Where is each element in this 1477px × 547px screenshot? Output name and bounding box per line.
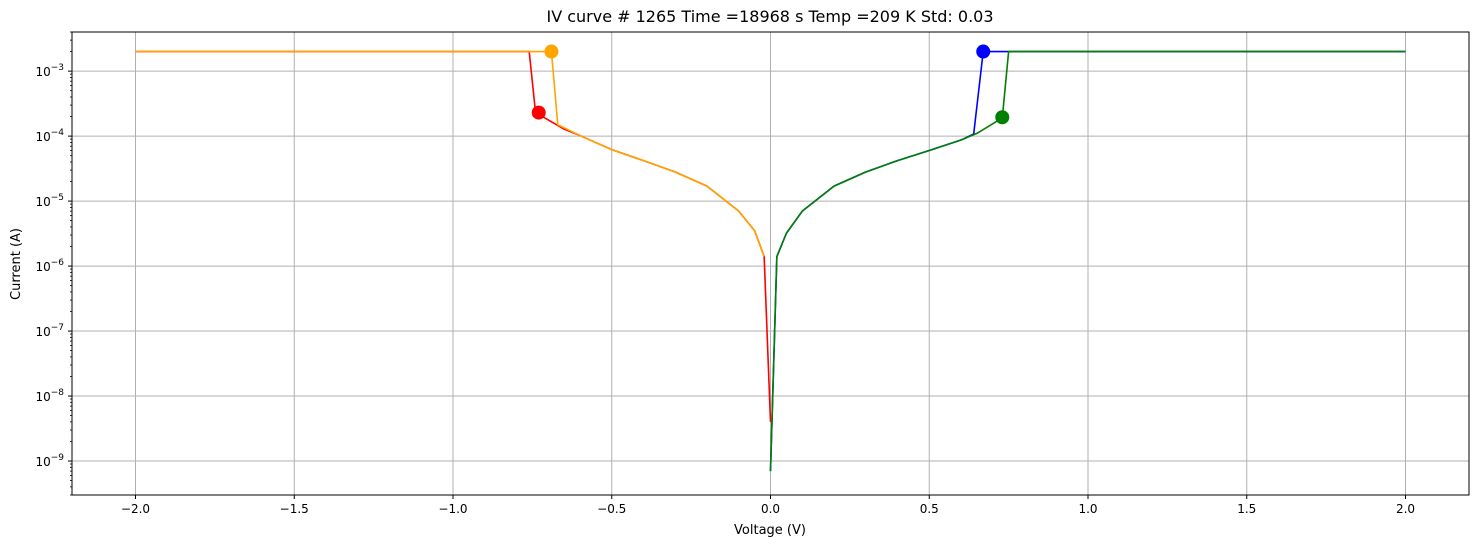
y-tick-label-base: 10 xyxy=(35,325,50,339)
x-tick-label: −1.5 xyxy=(280,502,309,516)
y-tick-label-exponent: −5 xyxy=(51,193,64,203)
y-tick-label: 10−3 xyxy=(35,63,64,79)
y-tick-label: 10−8 xyxy=(35,388,64,404)
y-tick-label-exponent: −3 xyxy=(51,63,64,73)
data-series xyxy=(135,50,1406,472)
grid-lines xyxy=(72,32,1469,495)
switching-point-marker xyxy=(544,44,559,59)
chart-title: IV curve # 1265 Time =18968 s Temp =209 … xyxy=(546,7,993,26)
y-tick-label-exponent: −7 xyxy=(51,323,64,333)
x-tick-label: −1.0 xyxy=(438,502,467,516)
x-tick-label: 2.0 xyxy=(1396,502,1415,516)
y-tick-label: 10−7 xyxy=(35,323,64,339)
axis-ticks: −2.0 −1.5 −1.0 −0.5 0.0 0.5 1.0 1.5 2.010−910−81… xyxy=(35,31,1415,516)
x-tick-label: 1.5 xyxy=(1237,502,1256,516)
x-axis-label: Voltage (V) xyxy=(734,523,806,538)
series-line xyxy=(135,50,765,257)
y-axis-label: Current (A) xyxy=(9,228,24,300)
y-tick-label-base: 10 xyxy=(35,65,50,79)
x-tick-label: 1.0 xyxy=(1078,502,1097,516)
switching-point-marker xyxy=(995,110,1010,125)
y-tick-label: 10−9 xyxy=(35,453,64,469)
y-tick-label-base: 10 xyxy=(35,195,50,209)
y-tick-label-base: 10 xyxy=(35,260,50,274)
series-line xyxy=(769,50,1406,472)
switching-point-marker xyxy=(531,105,546,120)
y-tick-label-exponent: −8 xyxy=(51,388,65,398)
y-tick-label: 10−4 xyxy=(35,128,64,144)
y-tick-label-base: 10 xyxy=(35,455,50,469)
y-tick-label: 10−5 xyxy=(35,193,64,209)
y-tick-label-base: 10 xyxy=(35,390,50,404)
x-tick-label: 0.0 xyxy=(761,502,780,516)
y-tick-label-base: 10 xyxy=(35,130,50,144)
x-tick-label: −0.5 xyxy=(597,502,626,516)
y-tick-label: 10−6 xyxy=(35,258,64,274)
data-markers xyxy=(531,44,1010,125)
y-tick-label-exponent: −6 xyxy=(51,258,65,268)
x-tick-label: −2.0 xyxy=(121,502,150,516)
x-tick-label: 0.5 xyxy=(920,502,939,516)
y-tick-label-exponent: −4 xyxy=(51,128,65,138)
switching-point-marker xyxy=(976,44,991,59)
y-tick-label-exponent: −9 xyxy=(51,453,65,463)
